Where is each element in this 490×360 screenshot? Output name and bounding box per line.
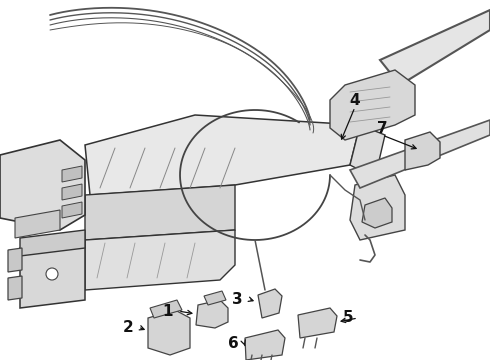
- Text: 4: 4: [350, 93, 360, 108]
- Polygon shape: [350, 120, 490, 188]
- Text: 6: 6: [228, 336, 238, 351]
- Polygon shape: [150, 300, 182, 318]
- Polygon shape: [196, 300, 228, 328]
- Text: 2: 2: [122, 320, 133, 334]
- Circle shape: [46, 268, 58, 280]
- Polygon shape: [204, 291, 226, 305]
- Polygon shape: [15, 210, 60, 238]
- Polygon shape: [20, 230, 85, 256]
- Polygon shape: [362, 198, 392, 228]
- Polygon shape: [0, 140, 85, 230]
- Text: 5: 5: [343, 310, 353, 325]
- Polygon shape: [85, 230, 235, 290]
- Polygon shape: [380, 10, 490, 85]
- Polygon shape: [62, 184, 82, 200]
- Polygon shape: [85, 115, 360, 195]
- Text: 1: 1: [163, 303, 173, 319]
- Polygon shape: [298, 308, 337, 338]
- Polygon shape: [62, 202, 82, 218]
- Polygon shape: [350, 175, 405, 240]
- Polygon shape: [148, 310, 190, 355]
- Polygon shape: [350, 125, 385, 178]
- Polygon shape: [330, 70, 415, 140]
- Polygon shape: [85, 185, 235, 240]
- Polygon shape: [245, 330, 285, 360]
- Polygon shape: [8, 248, 22, 272]
- Polygon shape: [62, 166, 82, 182]
- Polygon shape: [405, 132, 440, 170]
- Polygon shape: [8, 276, 22, 300]
- Text: 7: 7: [377, 121, 387, 135]
- Polygon shape: [258, 289, 282, 318]
- Text: 3: 3: [232, 292, 243, 306]
- Polygon shape: [20, 240, 85, 308]
